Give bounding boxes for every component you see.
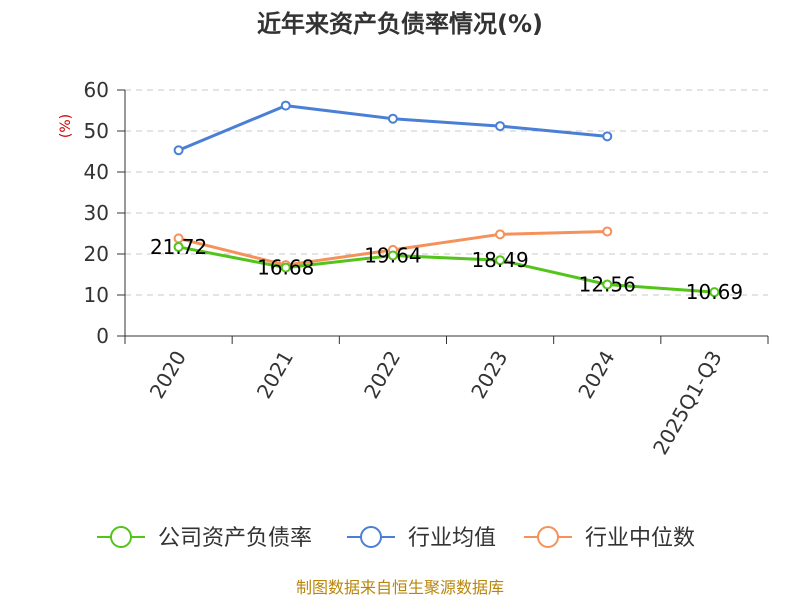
legend-marker-company [110, 526, 132, 548]
data-point [173, 145, 184, 156]
data-point [709, 287, 720, 298]
data-label: 16.68 [257, 256, 314, 280]
x-tick-label: 2020 [145, 347, 191, 403]
data-label: 12.56 [579, 273, 636, 297]
legend-label-industry-median: 行业中位数 [585, 526, 695, 551]
data-point [280, 262, 291, 273]
data-label: 18.49 [471, 248, 528, 272]
y-tick-label: 40 [84, 160, 109, 184]
legend-marker-industry-mean [360, 526, 382, 548]
y-tick-label: 50 [84, 119, 109, 143]
data-point [602, 226, 613, 237]
source-note: 制图数据来自恒生聚源数据库 [296, 578, 504, 597]
data-point [495, 255, 506, 266]
series-line [178, 104, 608, 152]
y-tick-label: 30 [84, 201, 109, 225]
series-line [178, 245, 715, 294]
data-labels: 21.72 16.68 19.64 18.49 12.56 10.69 [150, 235, 743, 304]
data-point [602, 131, 613, 142]
data-point [280, 100, 291, 111]
legend-item-company[interactable]: 公司资产负债率 [97, 526, 312, 551]
x-tick-label: 2022 [359, 347, 405, 403]
x-tick-label: 2024 [573, 347, 619, 403]
data-label: 19.64 [364, 243, 421, 267]
series-layer [173, 100, 720, 298]
y-tick-labels: 0 10 20 30 40 50 60 [84, 78, 109, 348]
data-point [173, 241, 184, 252]
y-tick-label: 60 [84, 78, 109, 102]
x-tick-label: 2021 [252, 347, 298, 403]
data-label: 21.72 [150, 235, 207, 259]
axes [117, 89, 769, 344]
y-tick-label: 10 [84, 283, 109, 307]
legend-marker-industry-median [537, 526, 559, 548]
y-tick-label: 20 [84, 242, 109, 266]
data-point [602, 279, 613, 290]
data-point [495, 121, 506, 132]
x-tick-label: 2025Q1-Q3 [648, 347, 727, 459]
y-tick-label: 0 [96, 324, 109, 348]
data-label: 10.69 [686, 280, 743, 304]
data-point [387, 250, 398, 261]
legend[interactable]: 公司资产负债率 行业均值 行业中位数 [97, 526, 695, 551]
x-tick-label: 2023 [466, 347, 512, 403]
data-point [495, 229, 506, 240]
grid-lines [125, 89, 768, 296]
legend-label-company: 公司资产负债率 [158, 526, 312, 551]
legend-item-industry-mean[interactable]: 行业均值 [347, 526, 496, 551]
y-axis-label: (%) [58, 114, 74, 138]
data-point [387, 113, 398, 124]
legend-item-industry-median[interactable]: 行业中位数 [524, 526, 695, 551]
chart-title: 近年来资产负债率情况(%) [257, 10, 543, 38]
legend-label-industry-mean: 行业均值 [408, 526, 496, 551]
x-tick-labels: 2020 2021 2022 2023 2024 2025Q1-Q3 [145, 347, 727, 459]
